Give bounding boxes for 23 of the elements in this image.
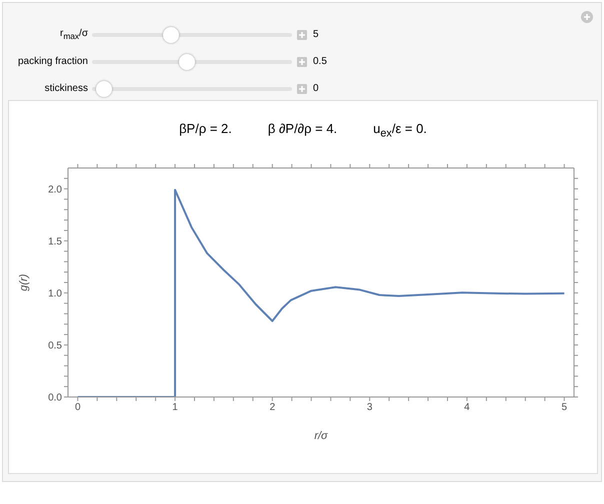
y-tick-label: 1.5 (48, 236, 62, 248)
x-tick-label: 5 (561, 402, 568, 413)
x-tick-label: 3 (366, 402, 373, 413)
x-tick-label: 0 (74, 402, 81, 413)
text: stickiness (44, 83, 88, 94)
x-tick-label: 1 (172, 402, 178, 413)
text: 0 (313, 83, 319, 94)
text: packing fraction (18, 56, 88, 67)
y-tick-label: 0.0 (48, 392, 62, 404)
x-tick-label: 2 (270, 402, 276, 413)
y-axis-title: g(r) (18, 273, 30, 291)
x-axis-title: r/σ (314, 430, 328, 442)
y-tick-label: 0.5 (48, 340, 62, 352)
y-tick-label: 2.0 (48, 184, 62, 195)
text: 0.5 (313, 56, 327, 67)
text: β ∂P/∂ρ = 4. (268, 121, 338, 136)
text: 5 (313, 29, 319, 40)
text: βP/ρ = 2. (179, 121, 232, 136)
text: u$_{ex}$/ε = 0. (373, 121, 427, 140)
text: r$_{max}$/σ (60, 28, 88, 41)
line-series (76, 188, 566, 397)
x-tick-label: 4 (464, 402, 470, 413)
y-tick-label: 1.0 (48, 288, 62, 300)
